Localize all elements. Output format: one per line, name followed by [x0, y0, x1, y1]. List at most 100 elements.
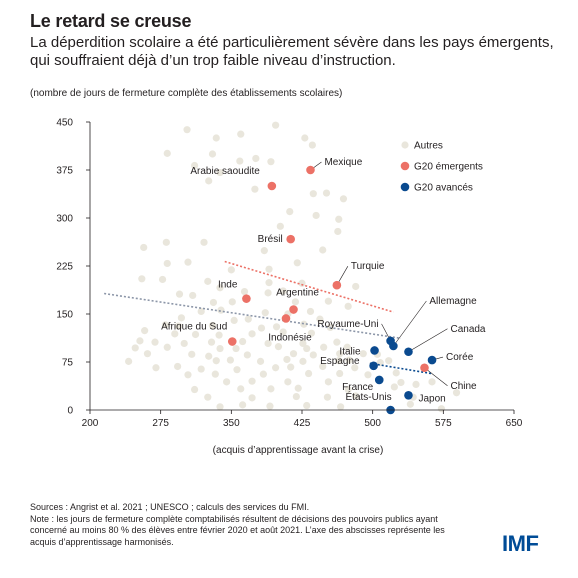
point-g20-emergent — [332, 280, 342, 290]
point-autres — [309, 351, 317, 359]
point-g20-emergent — [227, 337, 237, 346]
point-autres — [248, 377, 256, 385]
point-autres — [397, 378, 405, 387]
point-autres — [177, 314, 185, 322]
point-autres — [351, 364, 359, 372]
point-autres — [306, 307, 315, 316]
point-autres — [239, 337, 247, 346]
point-autres — [307, 329, 316, 337]
point-autres — [309, 190, 317, 198]
y-tick-label: 0 — [67, 406, 73, 417]
point-autres — [190, 161, 199, 170]
point-autres — [141, 327, 149, 335]
point-autres — [184, 371, 192, 379]
point-autres — [209, 298, 218, 307]
point-autres — [308, 141, 316, 149]
legend: Autres G20 émergents G20 avancés — [400, 141, 483, 194]
point-autres — [312, 211, 320, 220]
point-label: Espagne — [320, 356, 360, 367]
point-autres — [184, 258, 192, 266]
point-autres — [136, 337, 144, 345]
point-autres — [335, 215, 343, 223]
point-autres — [284, 378, 292, 386]
point-autres — [216, 168, 224, 177]
point-autres — [197, 307, 205, 316]
point-g20-emergent — [281, 314, 291, 323]
x-tick-label: 350 — [223, 418, 240, 429]
point-label: États-Unis — [346, 390, 392, 403]
leader-line — [393, 300, 427, 347]
point-autres — [339, 195, 348, 203]
point-autres — [264, 339, 272, 348]
point-g20-emergent — [267, 181, 277, 191]
point-autres — [216, 403, 224, 411]
y-tick-label: 225 — [56, 262, 73, 273]
point-autres — [390, 383, 398, 391]
point-autres — [208, 321, 217, 330]
point-autres — [343, 343, 351, 351]
x-tick-label: 425 — [294, 418, 311, 429]
point-autres — [344, 302, 352, 310]
point-autres — [452, 389, 461, 397]
point-autres — [265, 279, 273, 287]
point-autres — [236, 157, 244, 165]
point-autres — [233, 366, 241, 374]
point-autres — [266, 402, 274, 410]
point-autres — [243, 351, 251, 359]
point-autres — [239, 401, 247, 409]
point-label: Chine — [450, 381, 477, 392]
point-autres — [272, 323, 281, 331]
point-autres — [294, 384, 302, 392]
point-autres — [299, 339, 307, 348]
point-autres — [406, 400, 414, 408]
point-g20-avance — [404, 390, 413, 400]
point-autres — [140, 243, 148, 252]
point-label: Turquie — [351, 261, 385, 272]
point-autres — [237, 385, 245, 393]
point-autres — [158, 275, 167, 284]
scatter-chart: Arabie saoudite Mexique Brésil Turquie Inde A… — [56, 118, 522, 457]
y-tick-label: 150 — [56, 310, 73, 321]
point-autres — [274, 343, 283, 351]
point-autres — [232, 344, 240, 353]
x-axis-label: (acquis d’apprentissage avant la crise) — [213, 445, 384, 456]
point-autres — [204, 393, 212, 401]
point-label: Royaume-Uni — [317, 319, 378, 330]
point-autres — [428, 378, 436, 386]
legend-marker — [400, 161, 410, 171]
point-autres — [322, 189, 331, 197]
point-autres — [212, 134, 220, 142]
point-autres — [412, 380, 420, 388]
y-tick-label: 450 — [56, 118, 73, 129]
axes: 200 275 350 425 500 575 650 0 75 150 225 300 375 450 — [56, 118, 522, 430]
point-autres — [298, 279, 306, 287]
point-autres — [205, 177, 213, 185]
point-autres — [352, 392, 360, 400]
point-autres — [364, 371, 372, 379]
point-autres — [276, 222, 284, 230]
point-autres — [163, 343, 171, 351]
legend-marker — [401, 141, 409, 149]
chart-title: Le retard se creuse — [30, 11, 192, 31]
point-autres — [267, 385, 275, 393]
point-label: Arabie saoudite — [190, 166, 260, 177]
point-label: Italie — [339, 346, 361, 357]
point-autres — [174, 322, 183, 330]
point-g20-emergent — [286, 234, 295, 244]
point-autres — [189, 291, 197, 300]
point-autres — [301, 134, 309, 142]
point-autres — [174, 362, 182, 371]
sources-text: Sources : Angrist et al. 2021 ; UNESCO ;… — [30, 502, 310, 512]
point-autres — [286, 208, 294, 216]
point-autres — [252, 154, 260, 163]
point-autres — [207, 338, 216, 346]
point-autres — [163, 259, 171, 268]
point-label: Allemagne — [429, 296, 477, 307]
x-tick-label: 200 — [82, 418, 99, 429]
leader-line — [424, 367, 448, 386]
point-autres — [334, 227, 342, 236]
point-autres — [212, 357, 220, 365]
point-g20-avance — [374, 375, 384, 385]
point-autres — [316, 315, 324, 323]
legend-label: G20 avancés — [414, 183, 473, 194]
